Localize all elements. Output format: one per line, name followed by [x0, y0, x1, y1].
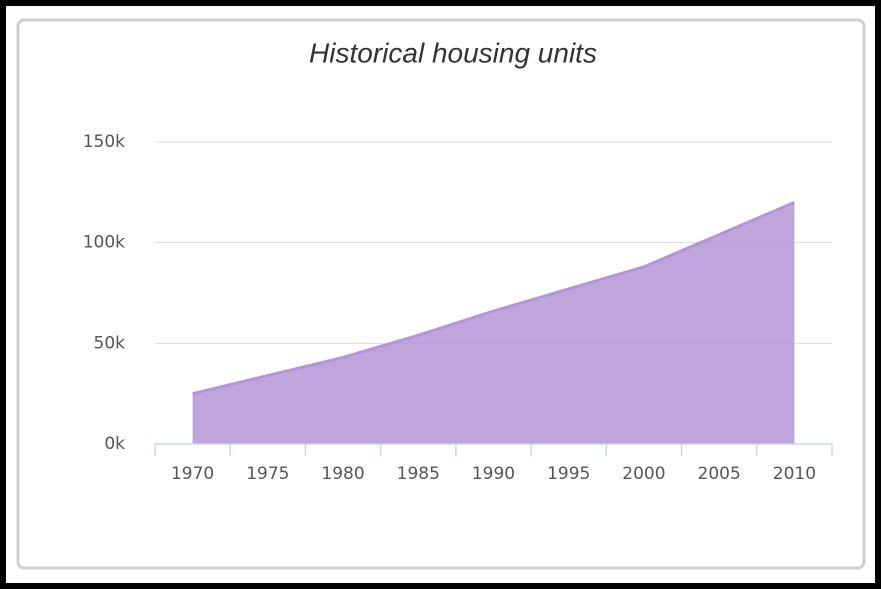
- x-tick-label: 2005: [698, 464, 741, 484]
- area-line: [192, 201, 795, 396]
- y-tick-label: 0k: [104, 434, 125, 454]
- area: [192, 202, 795, 444]
- x-tick-label: 1980: [321, 464, 364, 484]
- x-tick-label: 1975: [246, 464, 289, 484]
- x-tick-label: 1990: [472, 464, 515, 484]
- y-tick-label: 150k: [83, 132, 125, 152]
- chart-title: Historical housing units: [309, 37, 597, 68]
- x-tick-label: 1985: [397, 464, 440, 484]
- x-tick-label: 1995: [547, 464, 590, 484]
- x-tick-label: 2010: [773, 464, 816, 484]
- x-tick-label: 1970: [171, 464, 214, 484]
- x-tick-label: 2000: [622, 464, 665, 484]
- y-tick-label: 100k: [83, 233, 125, 253]
- y-tick-label: 50k: [94, 333, 126, 353]
